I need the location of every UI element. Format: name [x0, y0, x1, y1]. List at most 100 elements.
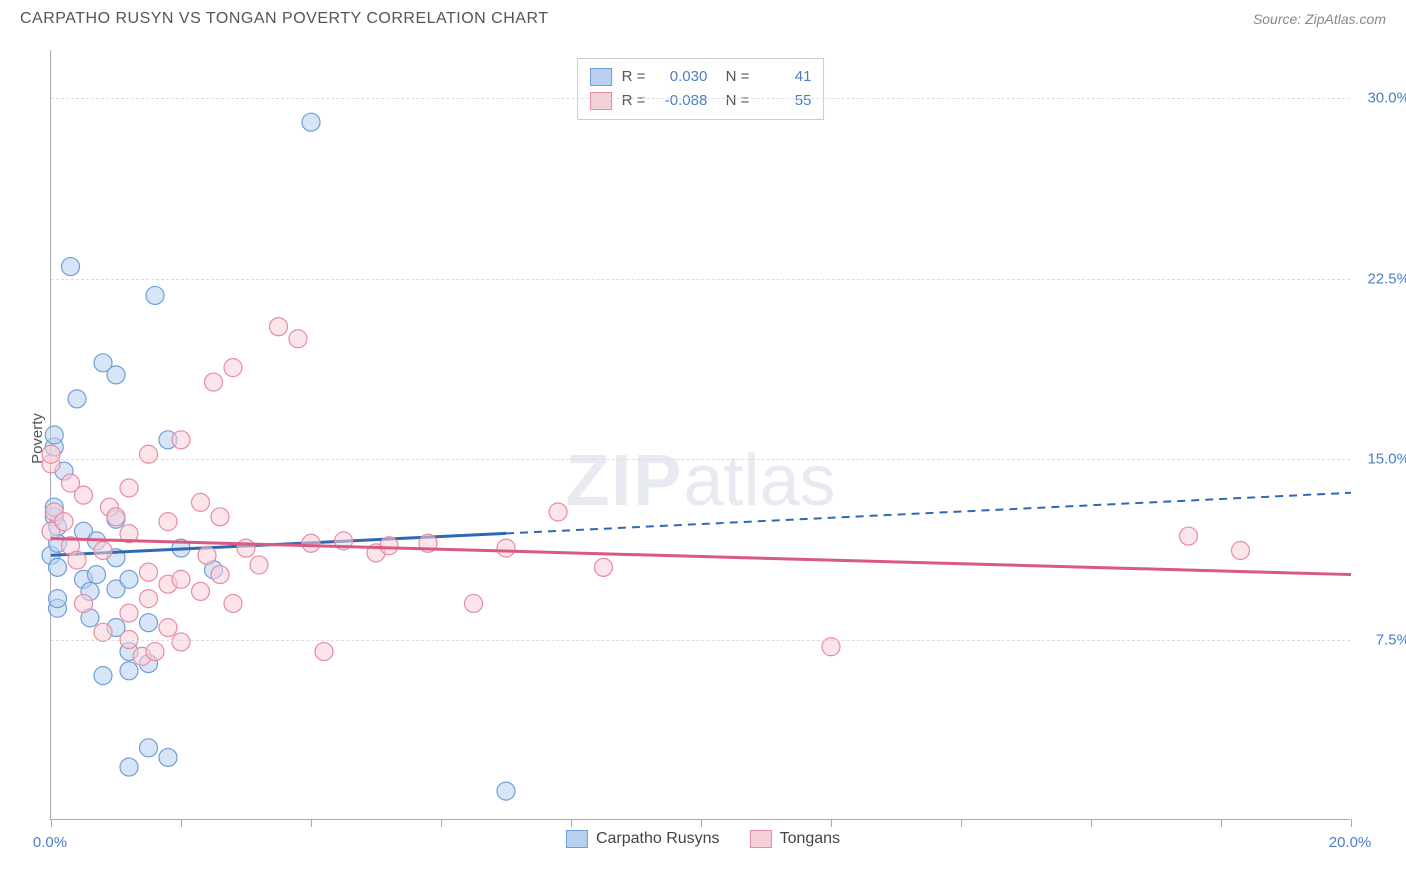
scatter-svg: [51, 50, 1350, 819]
data-point: [159, 619, 177, 637]
data-point: [68, 390, 86, 408]
data-point: [237, 539, 255, 557]
data-point: [595, 558, 613, 576]
r-label: R =: [622, 89, 646, 113]
data-point: [146, 286, 164, 304]
data-point: [42, 445, 60, 463]
data-point: [465, 594, 483, 612]
data-point: [224, 359, 242, 377]
gridline: [51, 459, 1350, 460]
x-tick: [961, 819, 962, 827]
data-point: [88, 566, 106, 584]
x-tick: [441, 819, 442, 827]
r-value: 0.030: [655, 65, 707, 89]
x-tick-label: 0.0%: [33, 834, 67, 851]
gridline: [51, 98, 1350, 99]
x-tick: [1091, 819, 1092, 827]
x-tick: [571, 819, 572, 827]
data-point: [94, 542, 112, 560]
legend-correlation-row: R =0.030 N =41: [590, 65, 812, 89]
legend-swatch: [590, 68, 612, 86]
n-label: N =: [717, 65, 749, 89]
chart-plot-area: ZIPatlas R =0.030 N =41R =-0.088 N =55 7…: [50, 50, 1350, 820]
legend-correlation: R =0.030 N =41R =-0.088 N =55: [577, 58, 825, 120]
data-point: [140, 739, 158, 757]
data-point: [192, 493, 210, 511]
data-point: [289, 330, 307, 348]
data-point: [62, 258, 80, 276]
x-tick-label: 20.0%: [1329, 834, 1372, 851]
data-point: [497, 782, 515, 800]
data-point: [120, 570, 138, 588]
data-point: [380, 537, 398, 555]
data-point: [120, 758, 138, 776]
data-point: [205, 373, 223, 391]
legend-correlation-row: R = -0.088 N = 55: [590, 89, 812, 113]
data-point: [211, 566, 229, 584]
chart-title: CARPATHO RUSYN VS TONGAN POVERTY CORRELA…: [20, 10, 549, 28]
legend-series-label: Tongans: [780, 830, 841, 848]
gridline: [51, 640, 1350, 641]
data-point: [140, 614, 158, 632]
legend-series-item: Carpatho Rusyns: [566, 830, 720, 848]
data-point: [497, 539, 515, 557]
data-point: [302, 534, 320, 552]
data-point: [159, 513, 177, 531]
legend-series-label: Carpatho Rusyns: [596, 830, 720, 848]
data-point: [172, 431, 190, 449]
data-point: [1180, 527, 1198, 545]
data-point: [549, 503, 567, 521]
data-point: [172, 570, 190, 588]
legend-series: Carpatho Rusyns Tongans: [566, 830, 840, 848]
data-point: [224, 594, 242, 612]
x-tick: [831, 819, 832, 827]
data-point: [140, 590, 158, 608]
data-point: [49, 558, 67, 576]
x-tick: [181, 819, 182, 827]
legend-series-item: Tongans: [750, 830, 841, 848]
data-point: [270, 318, 288, 336]
x-tick: [311, 819, 312, 827]
data-point: [302, 113, 320, 131]
data-point: [172, 633, 190, 651]
x-tick: [1351, 819, 1352, 827]
data-point: [75, 594, 93, 612]
y-tick-label: 15.0%: [1367, 451, 1406, 468]
n-label: N =: [717, 89, 749, 113]
legend-swatch: [750, 830, 772, 848]
data-point: [1232, 542, 1250, 560]
legend-swatch: [590, 92, 612, 110]
data-point: [120, 604, 138, 622]
data-point: [315, 643, 333, 661]
data-point: [45, 426, 63, 444]
data-point: [250, 556, 268, 574]
n-value: 55: [759, 89, 811, 113]
r-value: -0.088: [655, 89, 707, 113]
x-tick: [51, 819, 52, 827]
data-point: [192, 582, 210, 600]
r-label: R =: [622, 65, 646, 89]
data-point: [120, 662, 138, 680]
data-point: [140, 445, 158, 463]
legend-swatch: [566, 830, 588, 848]
data-point: [75, 486, 93, 504]
data-point: [94, 667, 112, 685]
data-point: [159, 748, 177, 766]
data-point: [107, 366, 125, 384]
x-tick: [701, 819, 702, 827]
x-tick: [1221, 819, 1222, 827]
data-point: [49, 590, 67, 608]
source-label: Source: ZipAtlas.com: [1253, 11, 1386, 27]
y-tick-label: 22.5%: [1367, 270, 1406, 287]
data-point: [68, 551, 86, 569]
data-point: [198, 546, 216, 564]
y-tick-label: 30.0%: [1367, 90, 1406, 107]
y-tick-label: 7.5%: [1376, 631, 1406, 648]
trend-line-dashed: [506, 493, 1351, 534]
data-point: [211, 508, 229, 526]
data-point: [107, 508, 125, 526]
data-point: [146, 643, 164, 661]
data-point: [140, 563, 158, 581]
data-point: [120, 479, 138, 497]
gridline: [51, 279, 1350, 280]
